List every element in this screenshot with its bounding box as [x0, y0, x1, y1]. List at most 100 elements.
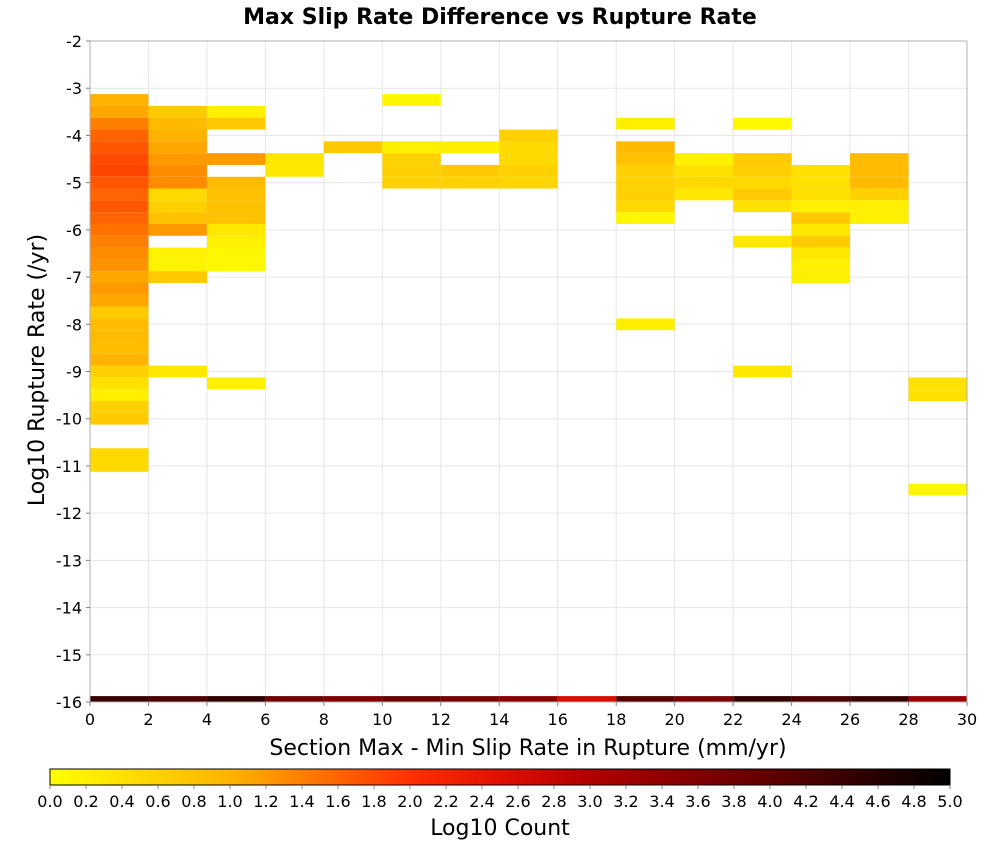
heatmap-cell — [440, 176, 500, 189]
colorbar-tick-label: 0.2 — [73, 792, 98, 811]
y-tick-label: -12 — [56, 504, 82, 523]
heatmap-cell — [90, 306, 149, 319]
heatmap-cell — [148, 129, 207, 142]
heatmap-cell — [90, 259, 149, 272]
heatmap-cell — [733, 176, 792, 189]
heatmap-cell — [382, 176, 441, 189]
heatmap-cell — [90, 377, 149, 390]
heatmap-cell — [791, 259, 851, 272]
heatmap-cell — [90, 188, 149, 201]
colorbar-tick-label: 3.4 — [649, 792, 674, 811]
heatmap-cell — [440, 164, 500, 177]
heatmap-cell — [90, 353, 149, 366]
heatmap-cell — [791, 271, 851, 283]
heatmap-cell — [733, 117, 792, 130]
heatmap-cell — [148, 696, 207, 702]
heatmap-cell — [90, 412, 149, 425]
x-tick-label: 4 — [202, 710, 212, 729]
heatmap-cell — [499, 176, 558, 189]
heatmap-cell — [323, 141, 383, 154]
heatmap-cell — [90, 176, 149, 189]
heatmap-cell — [90, 247, 149, 260]
heatmap-cell — [791, 696, 851, 702]
heatmap-cell — [382, 164, 441, 177]
x-tick-label: 14 — [489, 710, 509, 729]
heatmap-cell — [206, 696, 266, 702]
x-tick-label: 6 — [260, 710, 270, 729]
x-axis-ticks: 0 2 4 6 8 10 12 14 16 18 20 22 24 26 28 30 — [85, 702, 977, 729]
heatmap-cell — [733, 153, 792, 165]
heatmap-cell — [90, 94, 149, 106]
heatmap-cell — [382, 94, 441, 106]
x-tick-label: 0 — [85, 710, 95, 729]
y-tick-label: -15 — [56, 646, 82, 665]
heatmap-cell — [90, 235, 149, 248]
heatmap-cell — [90, 223, 149, 236]
y-tick-label: -7 — [66, 268, 82, 287]
colorbar-tick-label: 1.2 — [253, 792, 278, 811]
x-tick-label: 20 — [664, 710, 684, 729]
heatmap-cell — [850, 164, 909, 177]
heatmap-cell — [616, 153, 675, 165]
heatmap-cell — [90, 164, 149, 177]
heatmap-cell — [90, 105, 149, 118]
heatmap-cell — [206, 200, 266, 213]
heatmap-cell — [499, 696, 558, 702]
colorbar-tick-label: 4.6 — [865, 792, 890, 811]
heatmap-cell — [791, 188, 851, 201]
heatmap-cell — [850, 696, 909, 702]
colorbar — [49, 768, 951, 786]
heatmap-cell — [148, 188, 207, 201]
heatmap-cells — [90, 94, 967, 702]
heatmap-cell — [674, 696, 734, 702]
heatmap-cell — [90, 200, 149, 213]
heatmap-cell — [499, 164, 558, 177]
heatmap-cell — [850, 176, 909, 189]
heatmap-cell — [733, 696, 792, 702]
x-tick-label: 8 — [319, 710, 329, 729]
heatmap-cell — [90, 129, 149, 142]
heatmap-cell — [382, 696, 441, 702]
heatmap-cell — [265, 164, 324, 177]
heatmap-cell — [382, 153, 441, 165]
heatmap-cell — [616, 696, 675, 702]
x-tick-label: 30 — [957, 710, 977, 729]
x-axis-label: Section Max - Min Slip Rate in Rupture (… — [269, 736, 786, 761]
heatmap-cell — [148, 271, 207, 283]
heatmap-cell — [850, 188, 909, 201]
heatmap-cell — [206, 105, 266, 118]
heatmap-cell — [90, 141, 149, 154]
heatmap-cell — [90, 212, 149, 224]
heatmap-cell — [674, 153, 734, 165]
x-tick-label: 28 — [898, 710, 918, 729]
heatmap-cell — [733, 164, 792, 177]
heatmap-cell — [616, 212, 675, 224]
x-tick-label: 18 — [606, 710, 626, 729]
y-tick-label: -16 — [56, 693, 82, 712]
colorbar-label: Log10 Count — [430, 816, 570, 841]
colorbar-tick-label: 0.6 — [145, 792, 170, 811]
heatmap-cell — [791, 247, 851, 260]
colorbar-tick-label: 2.8 — [541, 792, 566, 811]
heatmap-cell — [733, 365, 792, 378]
heatmap-cell — [90, 365, 149, 378]
x-tick-label: 10 — [372, 710, 392, 729]
heatmap-cell — [616, 176, 675, 189]
heatmap-cell — [148, 259, 207, 272]
heatmap-cell — [440, 696, 500, 702]
x-tick-label: 22 — [723, 710, 743, 729]
heatmap-cell — [90, 117, 149, 130]
colorbar-tick-label: 3.2 — [613, 792, 638, 811]
y-tick-label: -9 — [66, 363, 82, 382]
colorbar-tick-label: 1.4 — [289, 792, 314, 811]
heatmap-cell — [148, 117, 207, 130]
heatmap-cell — [791, 176, 851, 189]
heatmap-cell — [90, 460, 149, 472]
heatmap-cell — [616, 318, 675, 331]
y-tick-label: -4 — [66, 126, 82, 145]
y-tick-label: -8 — [66, 315, 82, 334]
heatmap-cell — [148, 200, 207, 213]
heatmap-cell — [90, 294, 149, 307]
heatmap-cell — [850, 200, 909, 213]
